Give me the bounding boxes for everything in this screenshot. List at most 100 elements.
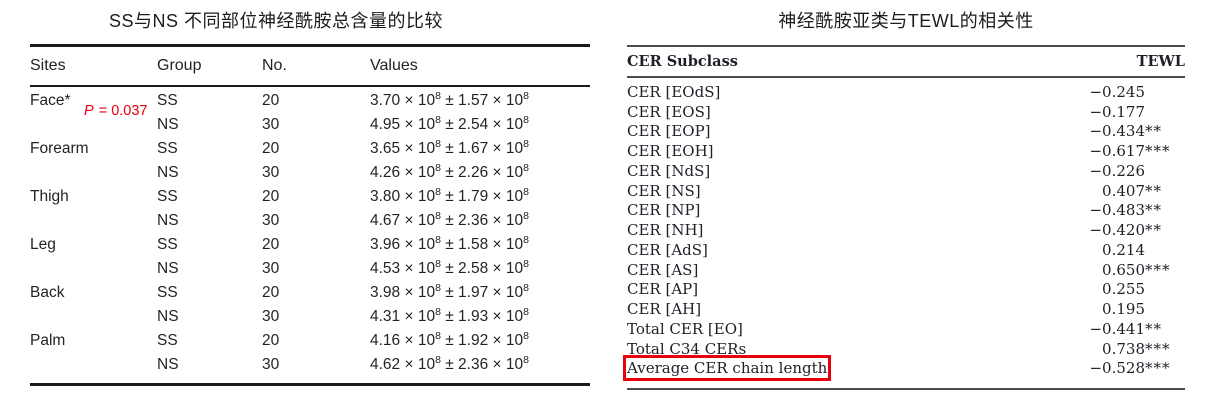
- group-cell: NS: [157, 356, 179, 373]
- tewl-value-cell: −0.441 **: [1089, 320, 1185, 338]
- significance-stars: [1145, 103, 1173, 121]
- group-cell: SS: [157, 140, 178, 157]
- tewl-value-cell: 0.407 **: [1089, 182, 1185, 200]
- minus-sign: −: [1089, 201, 1103, 220]
- minus-sign: [1089, 182, 1102, 200]
- value-cell: 3.80 × 108 ± 1.79 × 108: [370, 185, 529, 205]
- table-row: Forearm SS 20 3.65 × 108 ± 1.67 × 108: [30, 137, 590, 161]
- no-cell: 30: [262, 116, 280, 133]
- right-table-header-row: CER Subclass TEWL: [627, 45, 1185, 78]
- group-cell: SS: [157, 236, 178, 253]
- group-cell: SS: [157, 188, 178, 205]
- value-cell: 3.98 × 108 ± 1.97 × 108: [370, 281, 529, 301]
- table-row: Back SS 20 3.98 × 108 ± 1.97 × 108: [30, 281, 590, 305]
- site-cell: Face*: [30, 92, 71, 109]
- minus-sign: [1089, 261, 1102, 279]
- left-table-header-row: Sites Group No. Values: [30, 44, 590, 87]
- no-cell: 20: [262, 92, 280, 109]
- value-cell: 4.53 × 108 ± 2.58 × 108: [370, 257, 529, 277]
- exponent: 8: [435, 137, 441, 150]
- table-row: NS 30 4.26 × 108 ± 2.26 × 108: [30, 161, 590, 185]
- table-row: Face* SS 20 3.70 × 108 ± 1.57 × 108: [30, 89, 590, 113]
- table-row: NS 30 4.31 × 108 ± 1.93 × 108: [30, 305, 590, 329]
- minus-sign: −: [1089, 221, 1103, 240]
- minus-sign: −: [1089, 319, 1103, 338]
- no-cell: 20: [262, 332, 280, 349]
- left-table-body: P = 0.037 Face* SS 20 3.70 × 108 ± 1.57 × 1…: [30, 87, 590, 386]
- minus-sign: −: [1089, 102, 1103, 121]
- right-table-title: 神经酰胺亚类与TEWL的相关性: [778, 11, 1034, 31]
- cer-subclass-cell: CER [NS]: [627, 181, 701, 200]
- cer-subclass-cell: CER [EOS]: [627, 102, 711, 121]
- left-table-title: SS与NS 不同部位神经酰胺总含量的比较: [108, 11, 444, 31]
- exponent: 8: [435, 233, 441, 246]
- significance-stars: **: [1145, 181, 1162, 200]
- exponent: 8: [523, 161, 529, 174]
- table-row: CER [AdS] 0.214: [627, 240, 1185, 260]
- table-row: Leg SS 20 3.96 × 108 ± 1.58 × 108: [30, 233, 590, 257]
- cer-subclass-cell: CER [NH]: [627, 221, 704, 240]
- exponent: 8: [523, 137, 529, 150]
- cer-subclass-cell: CER [AdS]: [627, 240, 708, 259]
- correlation-value: 0.214: [1102, 240, 1145, 259]
- value-cell: 4.95 × 108 ± 2.54 × 108: [370, 113, 529, 133]
- exponent: 8: [435, 185, 441, 198]
- column-header-group: Group: [157, 57, 202, 74]
- exponent: 8: [523, 233, 529, 246]
- exponent: 8: [523, 89, 529, 102]
- exponent: 8: [523, 281, 529, 294]
- no-cell: 30: [262, 164, 280, 181]
- correlation-value: 0.738: [1102, 339, 1145, 358]
- table-row: Total C34 CERs 0.738 ***: [627, 339, 1185, 359]
- table-row: CER [NP] −0.483 **: [627, 201, 1185, 221]
- table-row: NS 30 4.95 × 108 ± 2.54 × 108: [30, 113, 590, 137]
- site-cell: Back: [30, 284, 65, 301]
- exponent: 8: [523, 113, 529, 126]
- correlation-value: 0.650: [1102, 260, 1145, 279]
- cer-subclass-cell: CER [AH]: [627, 300, 702, 319]
- significance-stars: [1145, 162, 1173, 180]
- p-symbol: P: [84, 103, 94, 119]
- correlation-value: 0.177: [1102, 102, 1145, 121]
- table-row: NS 30 4.53 × 108 ± 2.58 × 108: [30, 257, 590, 281]
- group-cell: NS: [157, 308, 179, 325]
- minus-sign: [1089, 280, 1102, 298]
- table-row: CER [AS] 0.650 ***: [627, 260, 1185, 280]
- significance-stars: ***: [1145, 339, 1171, 358]
- column-header-no: No.: [262, 57, 287, 74]
- correlation-value: 0.407: [1102, 181, 1145, 200]
- table-row: CER [EOP] −0.434 **: [627, 122, 1185, 142]
- correlation-value: 0.528: [1102, 359, 1145, 378]
- exponent: 8: [435, 329, 441, 342]
- table-row: Thigh SS 20 3.80 × 108 ± 1.79 × 108: [30, 185, 590, 209]
- site-cell: Leg: [30, 236, 56, 253]
- correlation-value: 0.195: [1102, 300, 1145, 319]
- value-cell: 4.67 × 108 ± 2.36 × 108: [370, 209, 529, 229]
- significance-stars: ***: [1145, 142, 1171, 161]
- significance-stars: **: [1145, 201, 1162, 220]
- cer-subclass-cell: CER [NP]: [627, 201, 701, 220]
- column-header-cer-subclass: CER Subclass: [627, 53, 738, 70]
- tewl-value-cell: −0.226: [1089, 162, 1185, 180]
- correlation-value: 0.226: [1102, 161, 1145, 180]
- table-row: CER [NS] 0.407 **: [627, 181, 1185, 201]
- tewl-value-cell: 0.650 ***: [1089, 261, 1185, 279]
- correlation-value: 0.245: [1102, 82, 1145, 101]
- exponent: 8: [523, 257, 529, 270]
- minus-sign: −: [1089, 359, 1103, 378]
- no-cell: 30: [262, 260, 280, 277]
- cer-subclass-cell: CER [AP]: [627, 280, 699, 299]
- significance-stars: [1145, 280, 1173, 298]
- significance-stars: ***: [1145, 359, 1171, 378]
- correlation-value: 0.255: [1102, 280, 1145, 299]
- minus-sign: −: [1089, 82, 1103, 101]
- cer-subclass-cell: CER [EOP]: [627, 122, 711, 141]
- minus-sign: [1089, 340, 1102, 358]
- table-row: CER [EOH] −0.617 ***: [627, 141, 1185, 161]
- column-header-values: Values: [370, 57, 418, 74]
- exponent: 8: [523, 353, 529, 366]
- p-value-text: = 0.037: [94, 103, 148, 119]
- minus-sign: [1089, 241, 1102, 259]
- column-header-sites: Sites: [30, 57, 66, 74]
